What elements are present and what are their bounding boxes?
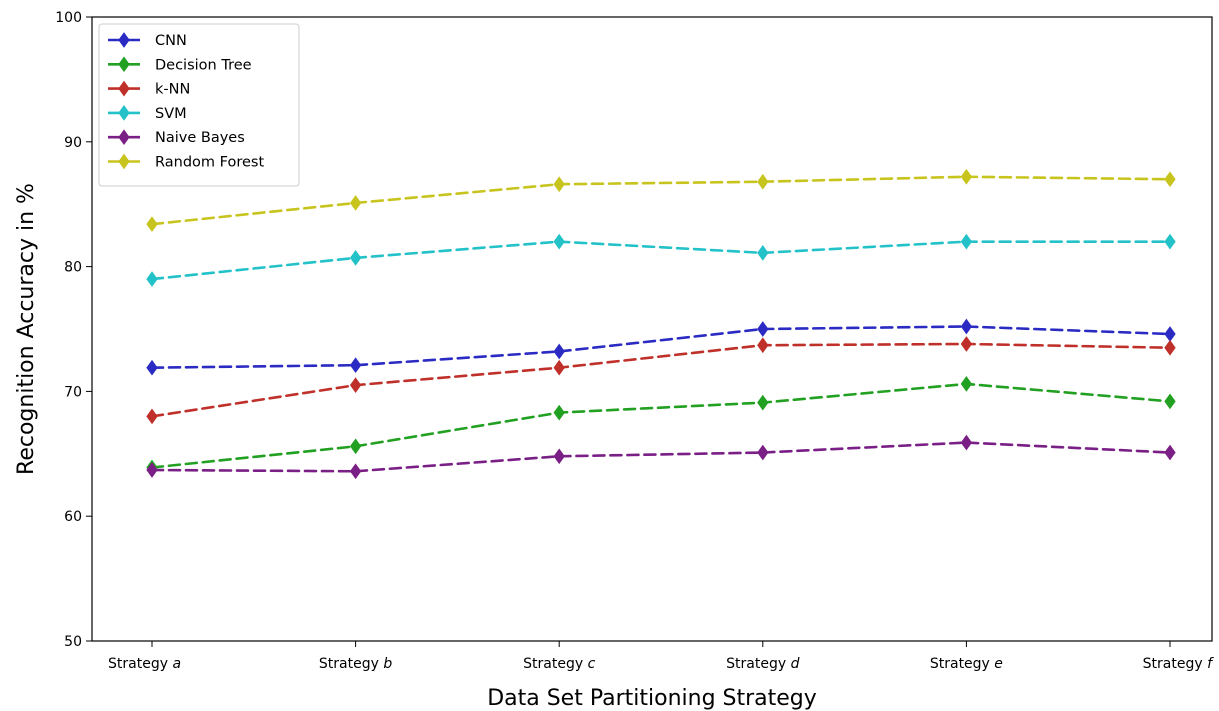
x-tick-label: Strategy a (108, 656, 181, 672)
legend-item: Naive Bayes (108, 129, 245, 146)
series-random-forest (146, 168, 1176, 233)
data-point (553, 404, 565, 421)
data-point (146, 271, 158, 287)
legend-swatch-marker (118, 129, 130, 146)
data-point (1164, 233, 1176, 250)
data-point (960, 168, 973, 185)
legend-item: SVM (108, 105, 187, 122)
data-point (1164, 444, 1176, 461)
legend-item: k-NN (108, 80, 190, 98)
data-point (757, 173, 769, 190)
x-axis-title: Data Set Partitioning Strategy (487, 686, 817, 711)
data-point (553, 343, 565, 360)
data-point (349, 377, 362, 394)
data-point (757, 337, 769, 354)
x-tick-label: Strategy e (930, 656, 1003, 672)
y-axis-title: Recognition Accuracy in % (14, 183, 39, 475)
axes: 50 60 70 80 90 100 Strategy a Strategy b Strateg… (14, 10, 1214, 711)
legend-swatch-marker (118, 105, 130, 121)
series-naive-bayes (146, 434, 1176, 480)
x-tick-label: Strategy c (523, 656, 595, 672)
data-point (349, 463, 362, 480)
y-tick-label: 80 (64, 260, 82, 276)
data-point (960, 434, 973, 451)
series-line (150, 342, 1172, 418)
data-point (146, 408, 158, 425)
x-tick-label: Strategy f (1143, 656, 1214, 672)
data-point (553, 176, 565, 193)
series-line (150, 382, 1172, 469)
data-point (553, 448, 565, 465)
legend-label: SVM (155, 106, 187, 122)
legend-box (98, 23, 300, 187)
series-k-nn (146, 336, 1176, 425)
data-point (146, 359, 158, 376)
y-tick-label: 70 (64, 384, 82, 400)
data-point (960, 336, 973, 352)
legend: CNN Decision Tree k-NN SVM Naive Bayes Random… (98, 23, 300, 187)
legend-swatch-marker (118, 80, 130, 97)
series-cnn (146, 318, 1176, 376)
data-point (960, 376, 973, 392)
data-point (757, 245, 769, 261)
data-point (757, 444, 769, 461)
data-point (1164, 393, 1176, 410)
series-line (150, 325, 1172, 369)
legend-item: Random Forest (108, 153, 264, 171)
data-point (553, 359, 565, 376)
data-point (146, 216, 158, 233)
legend-label: CNN (155, 33, 187, 49)
data-point (1164, 171, 1176, 188)
legend-item: CNN (108, 32, 187, 49)
data-point (553, 233, 565, 250)
data-point (349, 250, 362, 266)
legend-label: Random Forest (155, 155, 264, 171)
y-tick-label: 60 (64, 509, 82, 525)
y-tick-label: 90 (64, 135, 82, 151)
y-tick-label: 50 (64, 634, 82, 650)
legend-label: Decision Tree (155, 57, 252, 73)
series-svm (146, 233, 1176, 287)
data-point (960, 233, 973, 250)
data-point (757, 321, 769, 337)
series-line (150, 175, 1172, 226)
legend-item: Decision Tree (108, 56, 252, 73)
data-point (960, 318, 973, 335)
legend-swatch-marker (118, 153, 130, 170)
legend-swatch-marker (118, 32, 130, 48)
series-line (150, 441, 1172, 473)
data-point (349, 438, 362, 455)
data-point (1164, 339, 1176, 356)
x-tick-label: Strategy b (319, 656, 392, 672)
legend-label: Naive Bayes (155, 130, 245, 146)
series-line (150, 240, 1172, 281)
series-layer (146, 168, 1176, 480)
data-point (1164, 326, 1176, 342)
data-point (349, 195, 362, 211)
y-tick-label: 100 (55, 10, 82, 26)
legend-swatch-marker (118, 56, 130, 73)
plot-frame (91, 16, 1213, 642)
data-point (146, 462, 158, 478)
data-point (349, 357, 362, 374)
data-point (757, 394, 769, 411)
legend-label: k-NN (155, 82, 190, 98)
x-tick-label: Strategy d (726, 656, 799, 672)
series-decision-tree (146, 376, 1176, 476)
